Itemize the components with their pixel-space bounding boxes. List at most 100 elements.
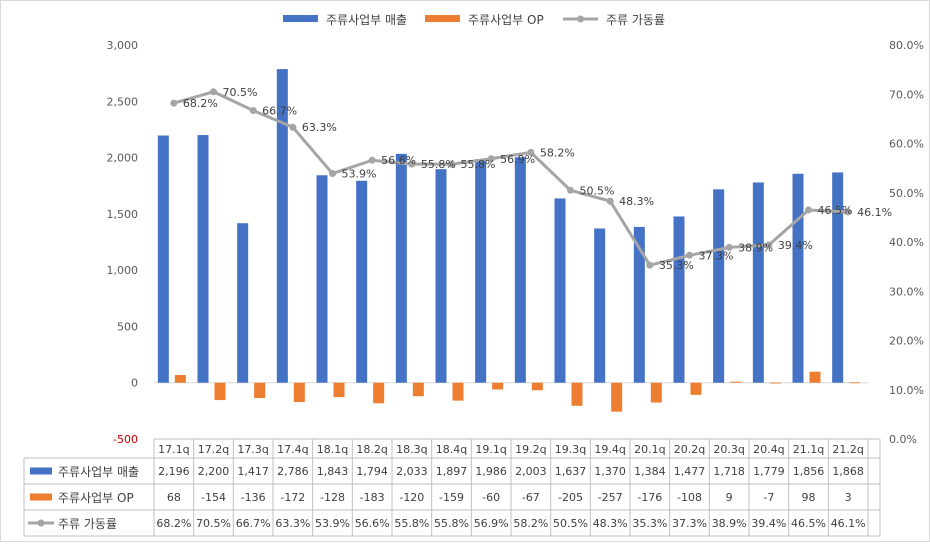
bar-revenue-19.4q xyxy=(594,228,606,383)
bar-revenue-17.3q xyxy=(237,223,249,383)
utilization-data-label: 56.6% xyxy=(381,154,416,167)
x-category-label: 18.2q xyxy=(356,443,387,456)
table-cell-revenue: 2,003 xyxy=(515,465,547,478)
utilization-marker-20.1q xyxy=(646,261,654,269)
utilization-marker-17.3q xyxy=(249,107,257,115)
bar-revenue-18.4q xyxy=(435,169,447,383)
table-cell-utilization: 58.2% xyxy=(513,517,548,530)
bar-op-19.2q xyxy=(531,382,543,391)
utilization-marker-19.4q xyxy=(606,197,614,205)
bar-revenue-20.4q xyxy=(752,182,764,383)
table-row-label-revenue: 주류사업부 매출 xyxy=(58,465,139,479)
table-cell-op: 68 xyxy=(167,491,181,504)
utilization-data-label: 39.4% xyxy=(778,239,813,252)
table-cell-op: -154 xyxy=(201,491,226,504)
table-cell-op: 98 xyxy=(802,491,816,504)
utilization-marker-17.1q xyxy=(170,99,178,107)
bar-revenue-19.2q xyxy=(514,157,526,383)
bar-op-17.1q xyxy=(174,375,186,383)
bar-revenue-17.4q xyxy=(276,69,288,383)
x-category-label: 21.2q xyxy=(832,443,863,456)
table-cell-revenue: 1,794 xyxy=(356,465,388,478)
y-right-tick-label: 70.0% xyxy=(889,88,924,101)
table-cell-revenue: 1,718 xyxy=(713,465,745,478)
utilization-marker-19.3q xyxy=(567,186,574,194)
y-right-tick-label: 60.0% xyxy=(889,138,924,151)
table-row-label-utilization: 주류 가동률 xyxy=(58,517,117,531)
table-cell-op: -176 xyxy=(637,491,662,504)
bar-op-21.2q xyxy=(849,382,861,384)
utilization-data-label: 56.9% xyxy=(500,153,535,166)
y-left-tick-label: 1,500 xyxy=(107,208,139,221)
utilization-data-label: 63.3% xyxy=(302,121,337,134)
bar-op-19.4q xyxy=(611,382,623,412)
y-right-tick-label: 30.0% xyxy=(889,285,924,298)
table-cell-op: -60 xyxy=(482,491,500,504)
bar-op-17.3q xyxy=(254,382,266,399)
table-cell-utilization: 37.3% xyxy=(672,517,707,530)
x-category-label: 21.1q xyxy=(793,443,824,456)
utilization-data-label: 46.1% xyxy=(857,206,892,219)
bar-op-20.2q xyxy=(690,382,702,395)
utilization-data-label: 38.9% xyxy=(738,241,773,254)
y-left-tick-label: 500 xyxy=(117,320,138,333)
bar-op-19.3q xyxy=(571,382,583,406)
y-right-tick-label: 20.0% xyxy=(889,335,924,348)
bar-op-20.3q xyxy=(730,381,742,383)
x-category-label: 18.3q xyxy=(396,443,427,456)
utilization-marker-21.2q xyxy=(844,208,852,216)
x-category-label: 20.3q xyxy=(713,443,744,456)
bar-op-18.4q xyxy=(452,382,464,401)
utilization-data-label: 58.2% xyxy=(540,146,575,159)
legend-marker-utilization xyxy=(577,15,584,23)
y-left-tick-label: 0 xyxy=(131,377,138,390)
table-cell-revenue: 2,200 xyxy=(198,465,230,478)
utilization-data-label: 50.5% xyxy=(580,184,615,197)
legend-label-revenue: 주류사업부 매출 xyxy=(326,13,407,27)
table-cell-op: -7 xyxy=(763,491,774,504)
table-cell-utilization: 53.9% xyxy=(315,517,350,530)
table-cell-utilization: 68.2% xyxy=(156,517,191,530)
table-cell-utilization: 46.5% xyxy=(791,517,826,530)
utilization-data-label: 37.3% xyxy=(699,249,734,262)
table-cell-revenue: 1,856 xyxy=(793,465,825,478)
utilization-data-label: 53.9% xyxy=(342,168,377,181)
table-cell-op: -136 xyxy=(241,491,266,504)
table-cell-utilization: 38.9% xyxy=(712,517,747,530)
bar-revenue-20.2q xyxy=(673,216,685,383)
table-cell-utilization: 50.5% xyxy=(553,517,588,530)
legend-swatch-revenue xyxy=(283,15,318,22)
y-right-tick-label: 50.0% xyxy=(889,187,924,200)
legend-label-op: 주류사업부 OP xyxy=(468,13,544,27)
utilization-marker-19.2q xyxy=(527,148,535,156)
x-category-label: 19.1q xyxy=(475,443,506,456)
utilization-marker-18.4q xyxy=(448,160,455,168)
table-cell-utilization: 46.1% xyxy=(831,517,866,530)
table-cell-utilization: 48.3% xyxy=(593,517,628,530)
x-category-label: 17.1q xyxy=(158,443,189,456)
x-category-label: 18.1q xyxy=(317,443,348,456)
bar-op-19.1q xyxy=(492,382,504,390)
utilization-marker-20.2q xyxy=(686,251,693,259)
utilization-data-label: 46.5% xyxy=(818,204,853,217)
table-cell-op: -159 xyxy=(439,491,464,504)
bar-revenue-21.1q xyxy=(792,173,804,383)
utilization-marker-20.4q xyxy=(765,241,773,249)
utilization-marker-17.2q xyxy=(210,88,217,96)
table-cell-utilization: 56.6% xyxy=(355,517,390,530)
table-cell-revenue: 1,477 xyxy=(674,465,706,478)
y-left-tick-label: 1,000 xyxy=(107,264,139,277)
x-category-label: 20.4q xyxy=(753,443,784,456)
utilization-marker-18.2q xyxy=(368,156,376,164)
table-cell-utilization: 55.8% xyxy=(394,517,429,530)
utilization-marker-20.3q xyxy=(725,243,733,251)
utilization-marker-19.1q xyxy=(487,155,495,163)
bar-op-17.2q xyxy=(214,382,226,401)
table-cell-utilization: 35.3% xyxy=(632,517,667,530)
utilization-data-label: 70.5% xyxy=(223,86,258,99)
bar-revenue-18.1q xyxy=(316,175,328,383)
table-cell-revenue: 1,384 xyxy=(634,465,666,478)
x-category-label: 17.3q xyxy=(237,443,268,456)
